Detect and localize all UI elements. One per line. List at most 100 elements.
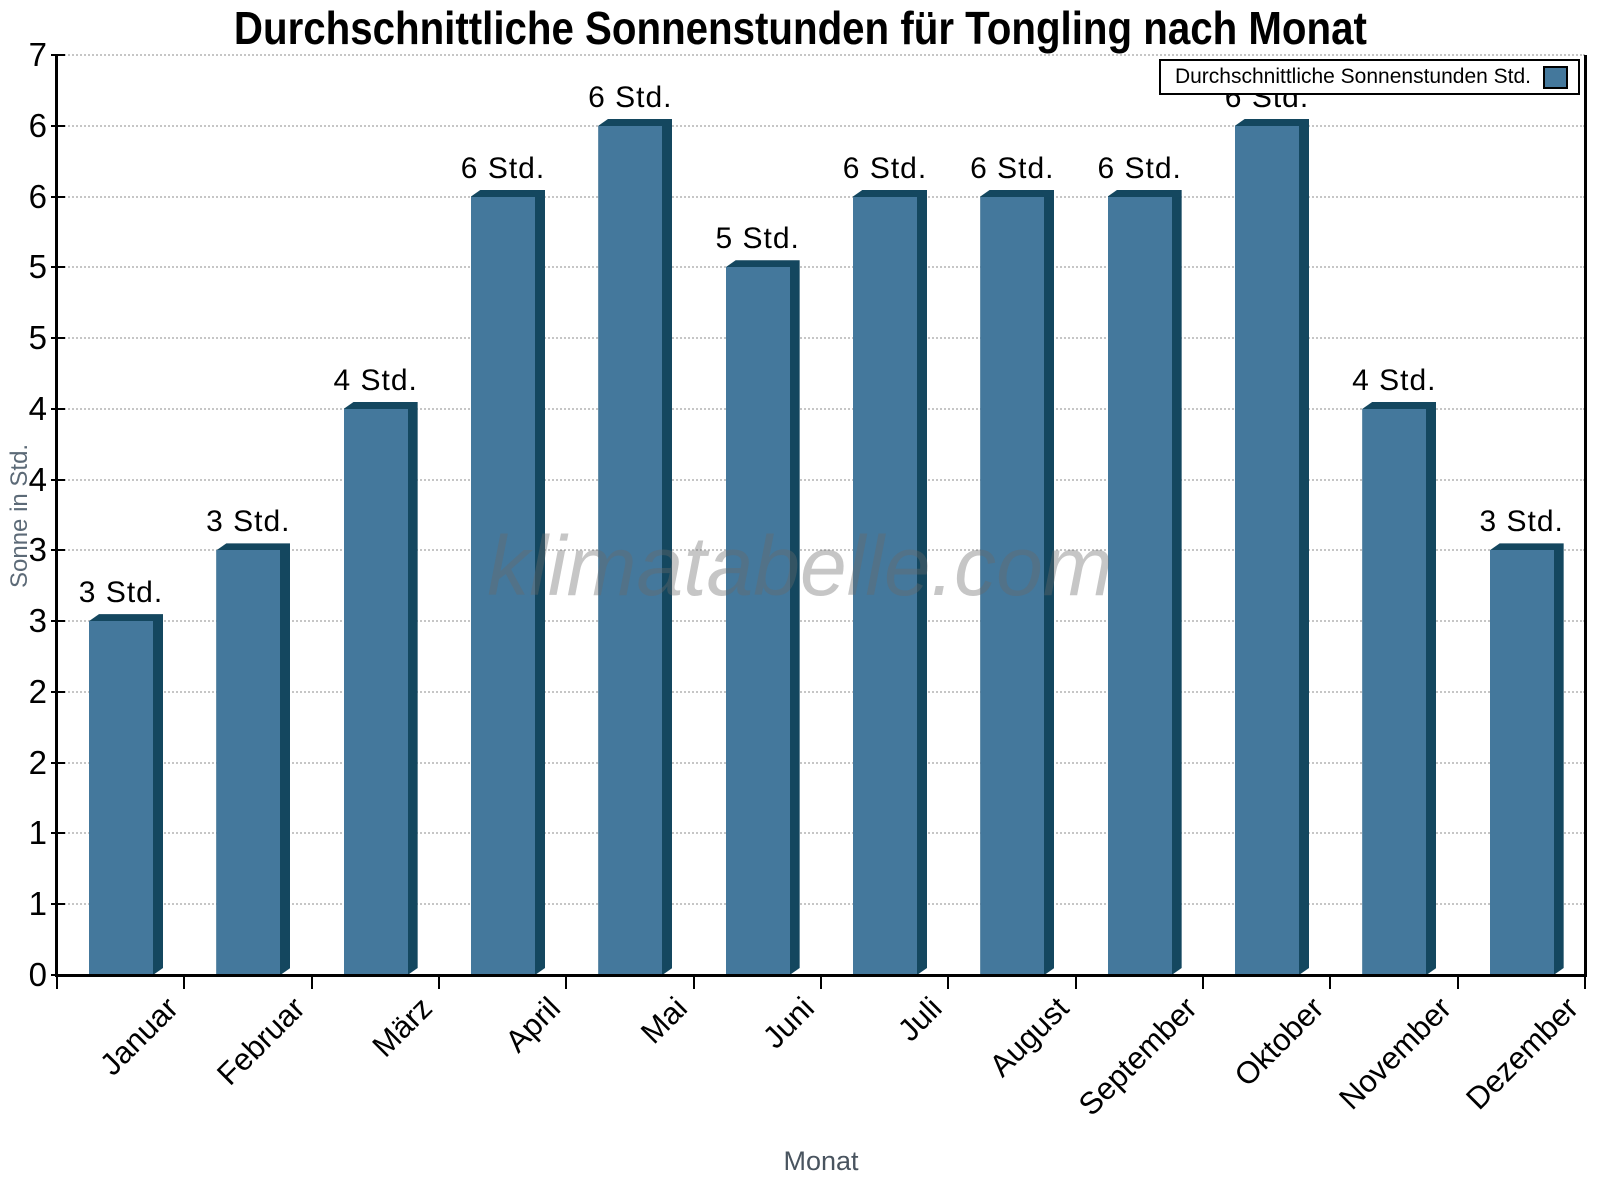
- gridline: [57, 761, 1585, 764]
- x-tick-mark: [56, 975, 58, 989]
- x-category-label: September: [1071, 990, 1204, 1123]
- bar: [853, 190, 927, 975]
- bar-value-label: 4 Std.: [1352, 363, 1437, 397]
- y-tick-mark: [51, 54, 65, 56]
- x-category-label: August: [983, 990, 1077, 1084]
- y-tick-mark: [51, 974, 65, 976]
- x-tick-mark: [1202, 975, 1204, 989]
- bar: [1108, 190, 1182, 975]
- y-tick-label: 0: [28, 956, 47, 993]
- x-category-label: April: [498, 990, 567, 1059]
- x-axis-title: Monat: [783, 1146, 859, 1176]
- y-tick-mark: [51, 195, 65, 198]
- gridline: [57, 195, 1585, 198]
- gridline: [57, 478, 1585, 481]
- bar-value-label: 6 Std.: [842, 151, 928, 185]
- chart-title-text: Durchschnittliche Sonnenstunden für Tong…: [233, 2, 1367, 54]
- y-tick-mark: [51, 761, 65, 764]
- bar: [471, 190, 545, 975]
- bar: [1490, 543, 1564, 975]
- bar-front-face: [980, 197, 1044, 975]
- y-tick-label: 5: [28, 319, 47, 357]
- x-tick-mark: [820, 975, 822, 989]
- gridline: [57, 620, 1585, 623]
- y-tick-label: 2: [28, 743, 47, 781]
- bar-value-label: 6 Std.: [970, 151, 1055, 185]
- x-category-label: März: [365, 990, 440, 1064]
- y-tick-mark: [51, 266, 65, 269]
- x-tick-mark: [692, 975, 695, 989]
- x-category-label: Januar: [92, 990, 185, 1083]
- y-axis-line: [55, 55, 58, 977]
- bar-front-face: [1108, 197, 1172, 975]
- y-tick-mark: [51, 690, 65, 693]
- y-tick-label: 7: [28, 36, 47, 73]
- bar: [980, 190, 1054, 975]
- bar-value-label: 3 Std.: [206, 505, 291, 539]
- bar-front-face: [216, 550, 280, 975]
- legend-box: Durchschnittliche Sonnenstunden Std.: [1158, 59, 1580, 95]
- plot-right-border: [1584, 55, 1587, 977]
- y-tick-mark: [51, 407, 65, 410]
- bar-front-face: [598, 126, 662, 975]
- bar-front-face: [1362, 409, 1426, 975]
- y-tick-mark: [51, 903, 65, 906]
- gridline: [57, 124, 1585, 127]
- bar: [89, 614, 163, 975]
- x-category-label: Juni: [756, 990, 822, 1056]
- chart-title: Durchschnittliche Sonnenstunden für Tong…: [0, 2, 1600, 54]
- x-tick-mark: [1456, 975, 1459, 989]
- y-tick-mark: [51, 832, 65, 835]
- gridline: [57, 549, 1585, 552]
- bar-front-face: [471, 197, 535, 975]
- bar-value-label: 3 Std.: [78, 576, 164, 610]
- bar-value-label: 6 Std.: [460, 151, 546, 185]
- legend-label: Durchschnittliche Sonnenstunden Std.: [1174, 65, 1531, 88]
- y-tick-label: 1: [28, 885, 47, 923]
- x-category-label: November: [1332, 990, 1459, 1117]
- bar: [216, 543, 290, 975]
- bar-front-face: [853, 197, 917, 975]
- gridline: [57, 832, 1585, 835]
- y-tick-label: 3: [28, 602, 47, 640]
- gridline: [57, 407, 1585, 410]
- bar-front-face: [726, 267, 790, 975]
- y-tick-label: 2: [28, 672, 47, 710]
- y-tick-label: 5: [28, 248, 47, 286]
- bar: [726, 260, 800, 975]
- y-tick-label: 3: [28, 531, 47, 569]
- y-tick-mark: [51, 620, 65, 623]
- y-tick-label: 1: [28, 814, 47, 852]
- x-tick-mark: [310, 975, 313, 989]
- y-tick-label: 4: [28, 389, 47, 427]
- gridline: [57, 337, 1585, 340]
- x-category-label: Juli: [891, 990, 949, 1048]
- x-tick-mark: [1074, 975, 1077, 989]
- bar-front-face: [344, 409, 408, 975]
- bar: [344, 402, 418, 975]
- y-tick-label: 6: [28, 177, 47, 215]
- bar-front-face: [1235, 126, 1299, 975]
- x-category-label: Oktober: [1227, 990, 1331, 1094]
- bar-value-label: 5 Std.: [715, 222, 800, 256]
- bar: [1235, 119, 1309, 975]
- bar-value-label: 6 Std.: [1097, 151, 1182, 185]
- bar-value-label: 6 Std.: [588, 80, 673, 114]
- y-tick-mark: [51, 549, 65, 552]
- y-tick-label: 4: [28, 460, 47, 498]
- x-category-label: Februar: [210, 990, 313, 1092]
- x-category-label: Dezember: [1459, 990, 1586, 1117]
- bar-front-face: [89, 621, 153, 975]
- bar: [1362, 402, 1436, 975]
- x-tick-mark: [565, 975, 568, 989]
- gridline: [57, 903, 1585, 906]
- y-tick-mark: [51, 337, 65, 340]
- x-category-label: Mai: [633, 990, 695, 1051]
- x-tick-mark: [183, 975, 186, 989]
- bar-value-label: 3 Std.: [1479, 505, 1564, 539]
- legend-swatch: [1543, 65, 1568, 89]
- x-tick-mark: [947, 975, 950, 989]
- bar-value-label: 4 Std.: [333, 363, 418, 397]
- y-tick-mark: [51, 124, 65, 127]
